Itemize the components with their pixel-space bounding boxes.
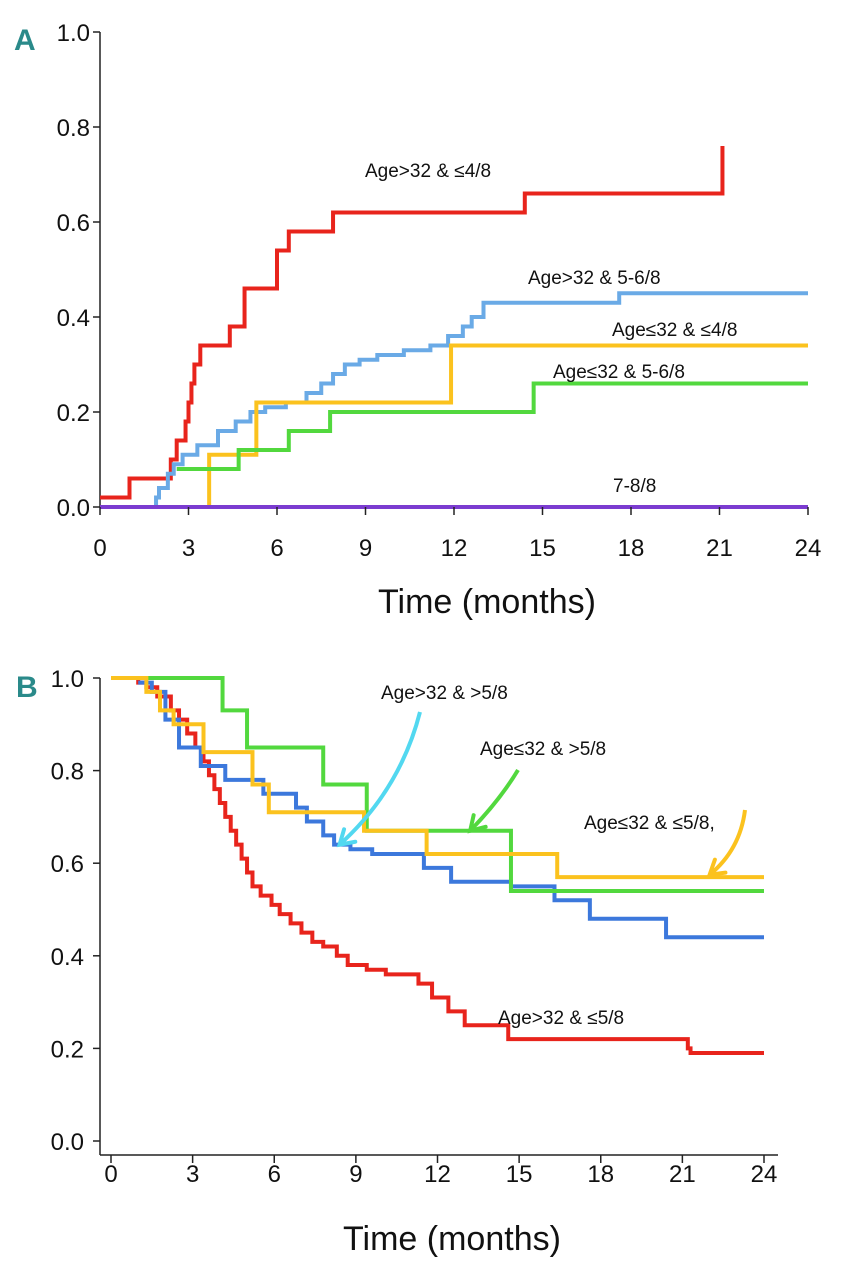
panel-a-x-tick-label: 15: [529, 535, 556, 562]
panel-a-x-tick-label: 0: [93, 535, 106, 562]
panel-b-x-title: Time (months): [343, 1220, 561, 1258]
panel-b-y-tick-label: 1.0: [51, 666, 84, 693]
panel-a-x-tick-label: 18: [618, 535, 645, 562]
panel-a-label-purple: 7-8/8: [613, 476, 656, 497]
panel-b-x-tick-label: 0: [104, 1161, 117, 1188]
panel-b-label-cyan: Age>32 & >5/8: [381, 683, 508, 704]
arrow-yellow-head: [706, 857, 728, 878]
panel-a-series-line: [100, 146, 725, 500]
panel-b-x-tick-label: 24: [751, 1161, 778, 1188]
panel-b-y-tick-label: 0.0: [51, 1129, 84, 1156]
panel-a-label-lightblue: Age>32 & 5-6/8: [528, 268, 661, 289]
arrow-green-head: [467, 813, 488, 834]
panel-letter-a: A: [14, 24, 36, 57]
panel-b-x-tick-label: 3: [186, 1161, 199, 1188]
panel-a-x-tick-label: 12: [441, 535, 468, 562]
panel-b-y-tick-label: 0.8: [51, 759, 84, 786]
panel-a-label-green: Age≤32 & 5-6/8: [553, 362, 685, 383]
panel-a-ticks: 0 3 6 9 12 15 18 21 24 0.0 0.2 0.4 0.6 0.8 1.0: [57, 20, 822, 562]
arrow-cyan-head: [336, 827, 358, 848]
panel-b-series: [111, 676, 764, 1056]
panel-b: B 0 3 6 9 12 15 18 21 24 0.0 0.2 0.4 0.6 0.8 1.0 Time …: [16, 666, 778, 1258]
panel-b-series-line: [111, 676, 764, 1056]
panel-a-y-tick-label: 1.0: [57, 20, 90, 47]
panel-b-axes: [99, 678, 778, 1156]
panel-a-y-tick-label: 0.2: [57, 400, 90, 427]
panel-b-y-tick-label: 0.6: [51, 851, 84, 878]
panel-b-series-line: [111, 676, 764, 893]
panel-b-series-line: [138, 680, 764, 940]
panel-b-arrow-yellow: [708, 809, 747, 877]
panel-b-ticks: 0 3 6 9 12 15 18 21 24 0.0 0.2 0.4 0.6 0.8 1.0: [51, 666, 778, 1188]
panel-a-y-tick-label: 0.6: [57, 210, 90, 237]
panel-b-x-tick-label: 6: [268, 1161, 281, 1188]
panel-a-y-tick-label: 0.0: [57, 495, 90, 522]
panel-a-axes: [99, 32, 808, 508]
panel-a-x-tick-label: 21: [706, 535, 733, 562]
panel-b-x-tick-label: 18: [587, 1161, 614, 1188]
panel-b-x-tick-label: 15: [506, 1161, 533, 1188]
panel-a-x-tick-label: 6: [270, 535, 283, 562]
panel-b-y-tick-label: 0.4: [51, 944, 84, 971]
panel-a-x-tick-label: 3: [182, 535, 195, 562]
panel-b-label-red: Age>32 & ≤5/8: [498, 1008, 624, 1029]
panel-b-arrow-cyan: [338, 711, 422, 847]
panel-b-x-tick-label: 9: [349, 1161, 362, 1188]
panel-b-x-tick-label: 21: [669, 1161, 696, 1188]
panel-b-x-tick-label: 12: [424, 1161, 451, 1188]
panel-b-label-green: Age≤32 & >5/8: [480, 739, 606, 760]
panel-letter-b: B: [16, 671, 38, 704]
panel-a-y-tick-label: 0.4: [57, 305, 90, 332]
panel-a-x-tick-label: 9: [359, 535, 372, 562]
panel-a-label-yellow: Age≤32 & ≤4/8: [612, 320, 737, 341]
panel-a-label-red: Age>32 & ≤4/8: [365, 161, 491, 182]
panel-b-series-line: [111, 676, 764, 880]
panel-a-x-tick-label: 24: [795, 535, 822, 562]
panel-a-series-line: [150, 291, 808, 509]
panel-a-series-line: [206, 343, 808, 509]
panel-a-series-line: [176, 381, 808, 471]
panel-b-label-yellow: Age≤32 & ≤5/8,: [584, 813, 715, 834]
panel-a-x-title: Time (months): [378, 583, 596, 621]
panel-b-y-tick-label: 0.2: [51, 1036, 84, 1063]
panel-a: A 0 3 6 9 12 15 18 21 24 0.0 0.2 0.4 0.6 0.8 1.0 Time …: [14, 20, 821, 621]
panel-a-y-tick-label: 0.8: [57, 115, 90, 142]
panel-b-arrow-green: [468, 768, 520, 833]
